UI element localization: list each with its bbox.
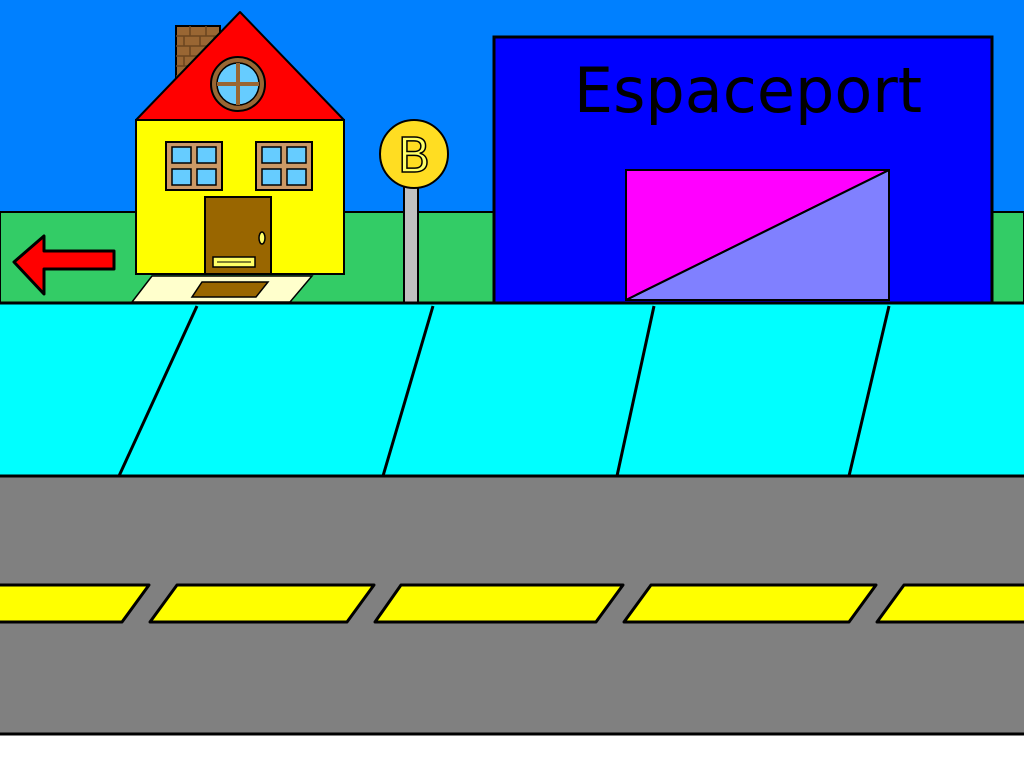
spaceport-sign: Espaceport bbox=[574, 54, 922, 127]
sidewalk bbox=[0, 301, 1024, 477]
spaceport-building[interactable]: Espaceport bbox=[492, 35, 994, 305]
left-arrow-icon[interactable] bbox=[12, 234, 116, 296]
bus-stop[interactable]: B bbox=[379, 119, 449, 304]
house[interactable] bbox=[130, 11, 345, 303]
road bbox=[0, 474, 1024, 736]
road-center-stripes bbox=[0, 583, 1024, 624]
back-arrow-button[interactable] bbox=[12, 234, 116, 296]
house-window-right bbox=[255, 141, 313, 191]
bus-stop-letter: B bbox=[398, 128, 431, 184]
house-window-left bbox=[165, 141, 223, 191]
hangar-door[interactable] bbox=[625, 169, 890, 301]
bottom-margin bbox=[0, 736, 1024, 769]
bus-stop-sign[interactable] bbox=[379, 119, 449, 189]
bus-stop-pole bbox=[403, 181, 419, 304]
doormat[interactable] bbox=[190, 281, 270, 298]
door-knob bbox=[258, 231, 266, 245]
house-door[interactable] bbox=[204, 196, 272, 275]
